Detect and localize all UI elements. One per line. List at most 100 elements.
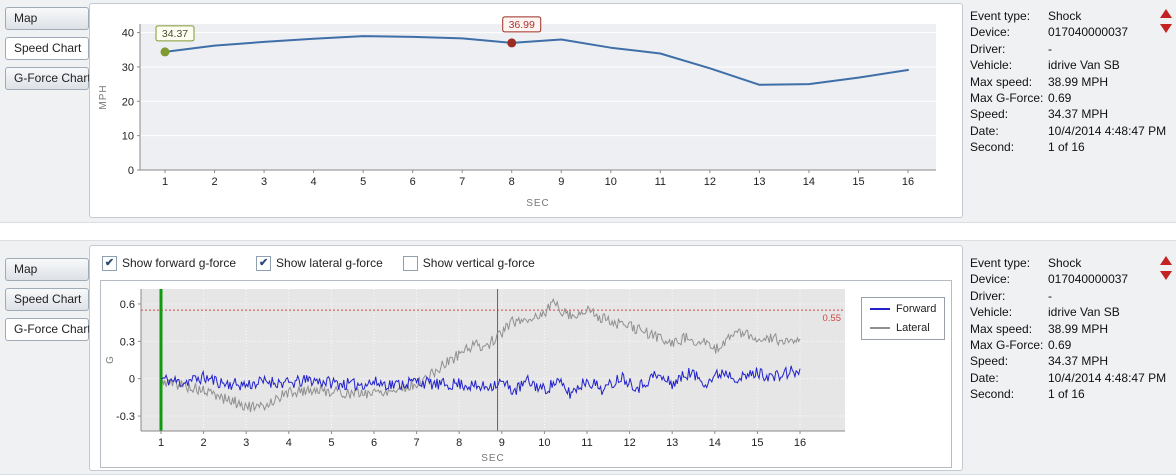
event-nav-arrows-bottom — [1160, 256, 1172, 280]
tab-g-force-chart[interactable]: G-Force Chart — [5, 318, 91, 341]
info-row: Event type: Shock — [970, 8, 1152, 24]
info-value: idrive Van SB — [1048, 305, 1120, 320]
info-label: Date: — [970, 123, 999, 138]
nav-down-icon[interactable] — [1160, 24, 1172, 33]
svg-text:4: 4 — [311, 176, 317, 188]
info-row: Speed: 34.37 MPH — [970, 106, 1152, 122]
gforce-chart[interactable]: 0.55-0.300.30.61 2 3 4 5 6 7 8 9 10 11 12 13 14 15 16SE… — [101, 281, 853, 465]
tab-speed-chart[interactable]: Speed Chart — [5, 288, 89, 311]
info-value: 38.99 MPH — [1048, 74, 1109, 89]
nav-up-icon[interactable] — [1160, 9, 1172, 18]
checkbox-show-forward-g-force[interactable]: ✔ Show forward g-force — [102, 255, 236, 271]
svg-text:MPH: MPH — [98, 84, 109, 109]
info-value: 0.69 — [1048, 91, 1072, 106]
info-panel-top: Event type: Shock Device: 017040000037 Drive… — [970, 8, 1166, 156]
svg-text:13: 13 — [753, 176, 765, 188]
svg-text:12: 12 — [623, 437, 635, 449]
info-value: 1 of 16 — [1048, 140, 1085, 155]
info-label: Second: — [970, 387, 1015, 402]
info-value: 38.99 MPH — [1048, 321, 1109, 336]
checkbox-label: Show lateral g-force — [276, 256, 383, 270]
info-value: 0.69 — [1048, 338, 1072, 353]
info-value: - — [1048, 41, 1052, 56]
checkbox-unchecked-icon[interactable] — [402, 255, 418, 271]
gforce-chart-frame: 0.55 -0.3 0 0.3 0.6 1 2 3 4 5 6 7 8 9 10 11 12 13 14 15 16 SE… — [100, 280, 952, 468]
legend-item-lateral: Lateral — [870, 322, 936, 334]
checkbox-show-lateral-g-force[interactable]: ✔ Show lateral g-force — [256, 255, 383, 271]
tab-speed-chart[interactable]: Speed Chart — [5, 37, 89, 60]
info-value: 1 of 16 — [1048, 387, 1085, 402]
info-row: Max G-Force: 0.69 — [970, 337, 1152, 353]
svg-text:5: 5 — [328, 437, 334, 449]
info-row: Date: 10/4/2014 4:48:47 PM — [970, 123, 1166, 139]
info-row: Vehicle: idrive Van SB — [970, 304, 1152, 320]
gforce-checkbox-row: ✔ Show forward g-force ✔ Show lateral g-for… — [90, 246, 962, 273]
info-row: Max G-Force: 0.69 — [970, 90, 1152, 106]
info-row: Second: 1 of 16 — [970, 139, 1152, 155]
svg-text:8: 8 — [509, 176, 515, 188]
legend-label: Forward — [896, 303, 937, 315]
svg-text:36.99: 36.99 — [509, 19, 535, 31]
info-value: 10/4/2014 4:48:47 PM — [1048, 370, 1167, 385]
checkbox-show-vertical-g-force[interactable]: Show vertical g-force — [402, 255, 535, 271]
svg-text:9: 9 — [558, 176, 564, 188]
svg-text:9: 9 — [499, 437, 505, 449]
nav-down-icon[interactable] — [1160, 271, 1172, 280]
event-nav-arrows-top — [1160, 9, 1172, 33]
info-value: 10/4/2014 4:48:47 PM — [1048, 123, 1167, 138]
svg-text:30: 30 — [122, 62, 134, 74]
info-row: Event type: Shock — [970, 255, 1152, 271]
info-value: - — [1048, 288, 1052, 303]
info-row: Driver: - — [970, 41, 1152, 57]
info-value: idrive Van SB — [1048, 58, 1120, 73]
svg-text:15: 15 — [852, 176, 864, 188]
svg-text:2: 2 — [211, 176, 217, 188]
tab-map[interactable]: Map — [5, 7, 89, 30]
info-label: Driver: — [970, 288, 1006, 303]
svg-text:34.37: 34.37 — [162, 28, 188, 40]
svg-text:16: 16 — [794, 437, 806, 449]
tab-map[interactable]: Map — [5, 258, 89, 281]
svg-text:-0.3: -0.3 — [116, 411, 135, 423]
svg-text:14: 14 — [709, 437, 721, 449]
nav-up-icon[interactable] — [1160, 256, 1172, 265]
info-label: Device: — [970, 25, 1011, 40]
svg-text:3: 3 — [243, 437, 249, 449]
svg-text:13: 13 — [666, 437, 678, 449]
info-value: 34.37 MPH — [1048, 107, 1109, 122]
legend-line-swatch — [870, 327, 890, 329]
svg-text:0: 0 — [129, 374, 135, 386]
info-label: Vehicle: — [970, 58, 1013, 73]
svg-text:6: 6 — [371, 437, 377, 449]
gforce-chart-panel: Map Speed Chart G-Force Chart ✔ Show forwar… — [0, 240, 1176, 475]
svg-text:8: 8 — [456, 437, 462, 449]
svg-text:SEC: SEC — [526, 198, 550, 209]
svg-text:0: 0 — [128, 165, 134, 177]
svg-text:15: 15 — [751, 437, 763, 449]
speed-chart-panel: Map Speed Chart G-Force Chart 0 10 20 30 40 1 2 3… — [0, 0, 1176, 223]
legend-label: Lateral — [896, 322, 930, 334]
info-value: 34.37 MPH — [1048, 354, 1109, 369]
svg-text:10: 10 — [122, 131, 134, 143]
info-label: Max G-Force: — [970, 338, 1044, 353]
checkbox-label: Show vertical g-force — [422, 256, 535, 270]
info-row: Speed: 34.37 MPH — [970, 353, 1152, 369]
tabstrip-bottom: Map Speed Chart G-Force Chart — [5, 258, 91, 341]
svg-text:5: 5 — [360, 176, 366, 188]
checkbox-checked-icon[interactable]: ✔ — [102, 255, 117, 271]
chart-legend: Forward Lateral — [861, 297, 946, 340]
info-row: Device: 017040000037 — [970, 24, 1152, 40]
svg-text:16: 16 — [902, 176, 914, 188]
svg-text:6: 6 — [410, 176, 416, 188]
legend-item-forward: Forward — [870, 303, 936, 315]
info-label: Speed: — [970, 354, 1009, 369]
checkbox-checked-icon[interactable]: ✔ — [256, 255, 272, 271]
info-row: Device: 017040000037 — [970, 271, 1152, 287]
info-panel-bottom: Event type: Shock Device: 017040000037 Drive… — [970, 255, 1166, 403]
tab-g-force-chart[interactable]: G-Force Chart — [5, 67, 91, 90]
gforce-chart-box: ✔ Show forward g-force ✔ Show lateral g-for… — [89, 245, 963, 471]
svg-text:1: 1 — [158, 437, 164, 449]
svg-text:1: 1 — [162, 176, 168, 188]
svg-text:12: 12 — [704, 176, 716, 188]
